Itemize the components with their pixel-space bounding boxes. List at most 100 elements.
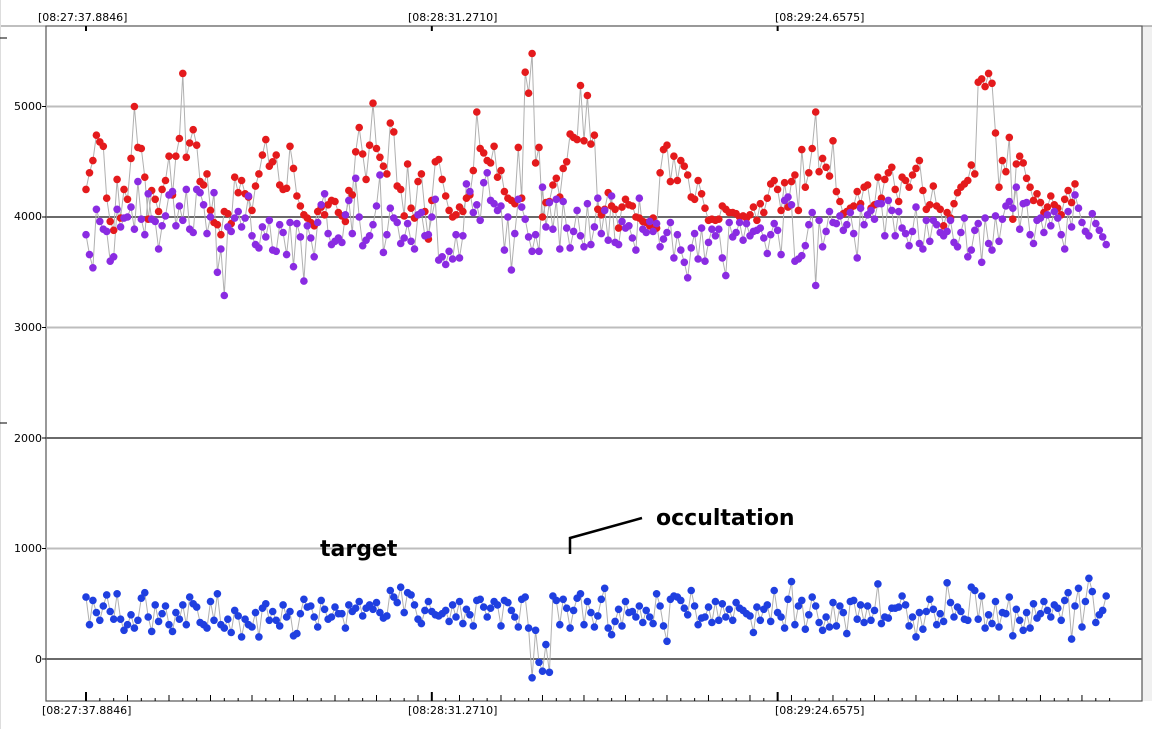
- series-1-point: [680, 258, 689, 267]
- series-2-point: [479, 603, 488, 611]
- series-2-point: [192, 603, 201, 611]
- series-1-point: [912, 203, 920, 211]
- series-2-point: [272, 616, 281, 625]
- series-0-point: [179, 69, 187, 78]
- series-2-point: [839, 608, 848, 617]
- series-2-point: [981, 624, 989, 632]
- series-2-point: [493, 601, 502, 609]
- series-1-point: [189, 228, 197, 237]
- series-0-point: [863, 181, 872, 189]
- series-0-point: [175, 134, 184, 143]
- series-0-point: [161, 176, 170, 185]
- series-1-point: [725, 218, 733, 227]
- series-2-point: [939, 617, 948, 626]
- series-1-point: [317, 201, 326, 209]
- series-0-point: [618, 203, 626, 211]
- series-1-point: [1029, 239, 1038, 248]
- series-1-point: [625, 222, 633, 230]
- series-2-point: [756, 616, 765, 625]
- series-0-point: [141, 173, 149, 181]
- series-1-point: [566, 244, 574, 252]
- series-1-point: [217, 245, 225, 253]
- series-2-point: [1005, 593, 1014, 601]
- series-1-point: [196, 188, 204, 197]
- series-2-point: [296, 609, 305, 618]
- series-2-point: [1085, 574, 1093, 583]
- series-0-point: [217, 230, 225, 239]
- series-1-point: [1067, 223, 1076, 231]
- series-0-point: [289, 164, 298, 173]
- series-1-point: [365, 232, 374, 240]
- series-1-point: [158, 222, 166, 230]
- series-2-point: [528, 674, 536, 682]
- series-2-point: [867, 616, 875, 625]
- series-2-point: [179, 601, 187, 609]
- series-1-point: [742, 219, 751, 228]
- series-2-point: [926, 595, 934, 604]
- series-1-point: [500, 246, 509, 254]
- series-2-point: [922, 607, 931, 616]
- y-axis: [42, 106, 46, 660]
- series-1-point: [538, 183, 547, 191]
- series-1-point: [805, 220, 813, 229]
- series-1-point: [971, 226, 979, 235]
- series-1-point: [846, 208, 855, 217]
- series-0-point: [677, 156, 685, 165]
- series-1-point: [345, 196, 353, 205]
- series-0-point: [746, 211, 754, 219]
- series-2-point: [843, 629, 851, 638]
- series-1-point: [562, 224, 571, 232]
- series-2-point: [1043, 606, 1052, 615]
- series-0-point: [106, 217, 114, 226]
- series-2-point: [905, 622, 913, 630]
- series-0-point: [760, 208, 768, 217]
- series-0-point: [787, 177, 796, 186]
- series-2-point: [262, 600, 270, 608]
- annotation-target: target: [320, 537, 398, 562]
- series-2-point: [455, 597, 464, 606]
- series-1-point: [670, 254, 678, 262]
- series-2-point: [279, 601, 287, 609]
- series-2-point: [977, 592, 986, 600]
- series-2-point: [1002, 609, 1010, 618]
- series-0-point: [127, 154, 135, 163]
- series-2-point: [1015, 616, 1024, 625]
- series-0-point: [580, 137, 588, 145]
- series-1-point: [1022, 198, 1031, 207]
- series-2-point: [521, 593, 529, 601]
- series-0-point: [670, 152, 678, 160]
- series-2-point: [1029, 600, 1038, 608]
- series-0-point: [901, 176, 910, 185]
- series-1-point: [763, 249, 772, 258]
- series-1-point: [1015, 225, 1024, 233]
- series-0-point: [950, 199, 958, 208]
- series-0-point: [535, 143, 543, 152]
- series-0-point: [414, 177, 422, 186]
- series-1-point: [998, 215, 1007, 223]
- series-1-point: [645, 217, 654, 226]
- series-2-point: [815, 618, 823, 627]
- series-2-point: [1102, 592, 1110, 600]
- series-1-point: [116, 223, 125, 231]
- series-2-point: [407, 591, 415, 599]
- series-2-point: [535, 658, 543, 667]
- series-2-point: [1067, 635, 1076, 643]
- series-0-point: [998, 156, 1007, 165]
- series-1-point: [822, 227, 830, 236]
- series-1-point: [891, 232, 899, 240]
- x-tick-label-top-2: [08:29:24.6575]: [775, 11, 864, 24]
- series-2-point: [780, 624, 789, 632]
- series-0-point: [1029, 196, 1038, 205]
- series-1-point: [89, 264, 97, 272]
- series-0-point: [559, 164, 567, 173]
- series-2-point: [663, 637, 671, 646]
- series-1-point: [234, 207, 242, 216]
- series-2-point: [849, 596, 858, 605]
- series-0-point: [154, 207, 163, 216]
- series-1-point: [549, 225, 557, 233]
- series-2-point: [718, 600, 727, 608]
- series-2-point: [552, 596, 561, 605]
- series-1-point: [393, 218, 402, 227]
- series-1-point: [383, 230, 391, 239]
- series-2-point: [964, 616, 972, 625]
